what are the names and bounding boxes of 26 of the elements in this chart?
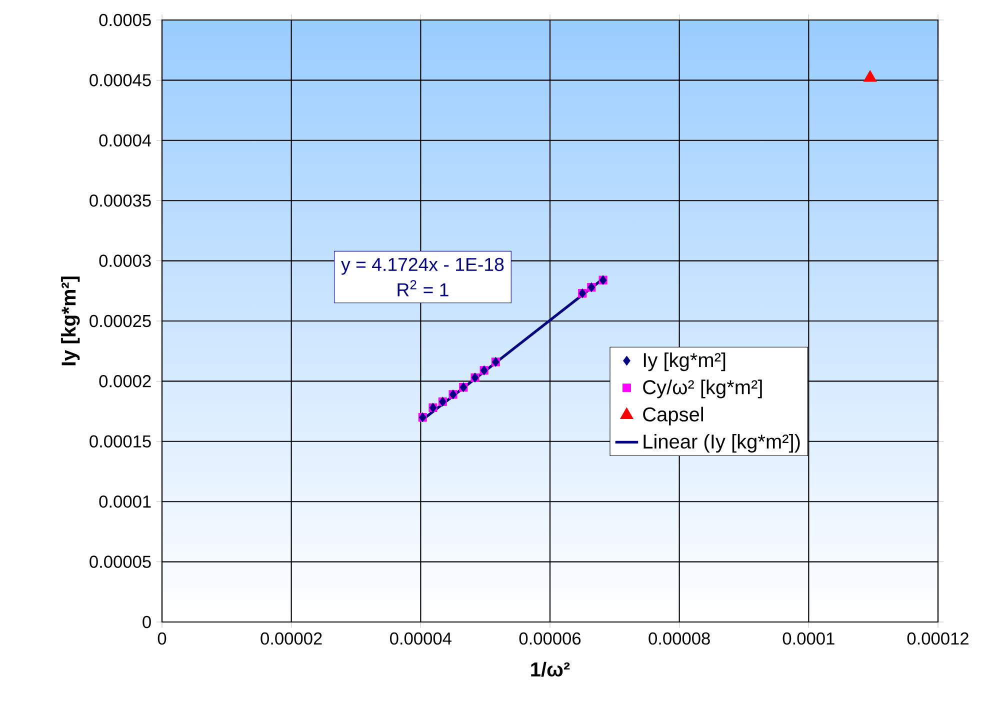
- x-tick-label: 0.00004: [390, 632, 452, 645]
- y-tick-label: 0.00005: [90, 556, 151, 568]
- y-tick-label: 0.00025: [90, 314, 151, 328]
- y-axis-title: Iy [kg*m²]: [61, 276, 80, 366]
- y-tick-label: 0.00035: [90, 194, 151, 207]
- y-tick-label: 0.0001: [99, 495, 151, 508]
- legend-label: Iy [kg*m²]: [644, 352, 726, 372]
- x-tick-label: 0.00012: [907, 632, 968, 645]
- annotation: R$^{2}$ = 1: [398, 280, 448, 296]
- x-tick-label: 0.00006: [519, 632, 581, 645]
- annotation: y = 4.1724x - 1E-18: [341, 258, 504, 275]
- y-tick-label: 0.0004: [99, 134, 152, 147]
- legend-label: Linear (Iy [kg*m²]): [644, 434, 800, 453]
- y-tick-label: 0.0003: [99, 254, 151, 267]
- y-tick-label: 0.00045: [90, 74, 151, 86]
- x-axis-title: 1/ω²: [531, 662, 570, 677]
- y-tick-label: 0: [142, 616, 151, 628]
- legend-label: Capsel: [643, 406, 704, 426]
- y-tick-label: 0.0005: [99, 14, 151, 26]
- x-tick-label: 0: [158, 632, 166, 645]
- y-tick-label: 0.00015: [90, 435, 151, 448]
- y-tick-label: 0.0002: [99, 375, 151, 388]
- x-tick-label: 0.00008: [648, 632, 710, 645]
- x-tick-label: 0.00002: [260, 632, 322, 645]
- x-tick-label: 0.0001: [782, 632, 834, 645]
- legend-label: Cy/ω² [kg*m²]: [643, 380, 762, 398]
